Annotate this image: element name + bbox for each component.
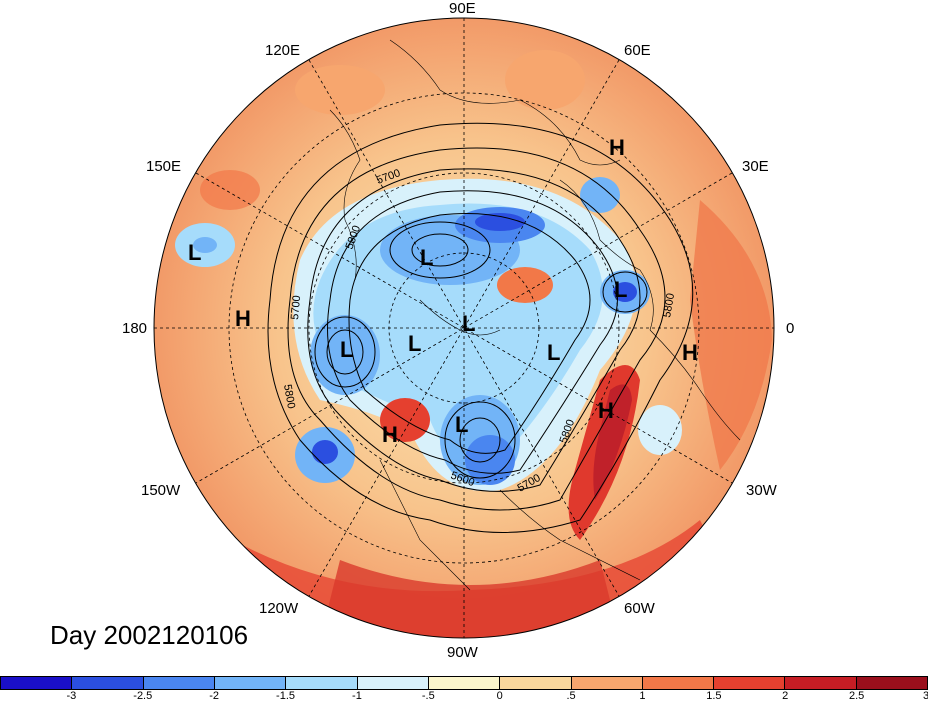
low-pressure-marker: L <box>462 311 475 336</box>
high-pressure-marker: H <box>609 135 625 160</box>
low-pressure-marker: L <box>408 331 421 356</box>
lon-label-120w: 120W <box>259 600 299 617</box>
contour-label: 5800 <box>661 292 677 318</box>
lon-label-60w: 60W <box>624 600 655 617</box>
map-boundary <box>153 17 775 639</box>
colorbar-tick-label: -1.5 <box>276 690 296 702</box>
high-pressure-marker: H <box>682 340 698 365</box>
colorbar-tick-label: -3 <box>66 690 77 702</box>
colorbar-tick-label: 2 <box>782 690 789 702</box>
lon-label-0: 0 <box>786 320 795 337</box>
colorbar-tick-label: 3 <box>922 690 928 702</box>
colorbar-cell <box>1 677 73 689</box>
colorbar-tick-label: 2.5 <box>848 690 865 702</box>
colorbar-tick-label: -2.5 <box>133 690 153 702</box>
colorbar-tick-label: -.5 <box>421 690 435 702</box>
lon-label-30w: 30W <box>746 482 777 499</box>
colorbar-cell <box>500 677 572 689</box>
colorbar-cell <box>143 677 215 689</box>
colorbar-cell <box>72 677 144 689</box>
low-pressure-marker: L <box>547 340 560 365</box>
height-contours <box>267 122 694 533</box>
colorbar-cell <box>785 677 857 689</box>
lon-label-30e: 30E <box>742 158 769 175</box>
lon-label-180: 180 <box>122 320 148 337</box>
high-pressure-marker: H <box>235 306 251 331</box>
lon-label-60e: 60E <box>624 42 651 59</box>
colorbar-cell <box>714 677 786 689</box>
contour-label: 5800 <box>281 383 297 409</box>
colorbar <box>0 676 928 690</box>
anomaly-field <box>154 18 774 638</box>
colorbar-cell <box>642 677 715 689</box>
lon-label-120e: 120E <box>265 42 301 59</box>
day-label: Day 2002120106 <box>50 620 249 650</box>
polar-map: 5700 5800 5700 5800 5800 5700 5600 5800 … <box>153 17 775 639</box>
colorbar-tick-label: 1.5 <box>706 690 722 702</box>
coastlines <box>329 39 741 591</box>
colorbar-cell <box>286 677 358 689</box>
pressure-centers: H L H L L L L L L H H H L <box>188 135 698 447</box>
colorbar-cell <box>428 677 501 689</box>
lon-label-150w: 150W <box>141 482 181 499</box>
low-pressure-marker: L <box>340 337 353 362</box>
lon-label-150e: 150E <box>146 158 182 175</box>
colorbar-cell <box>571 677 643 689</box>
colorbar-tick-label: 0 <box>496 690 503 702</box>
colorbar-cell <box>856 677 928 689</box>
lon-label-90w: 90W <box>447 644 478 661</box>
high-pressure-marker: H <box>598 398 614 423</box>
low-pressure-marker: L <box>614 277 627 302</box>
colorbar-tick-label: .5 <box>566 690 576 702</box>
low-pressure-marker: L <box>455 412 468 437</box>
colorbar-cell <box>214 677 287 689</box>
colorbar-tick-label: 1 <box>639 690 646 702</box>
contour-label: 5700 <box>289 295 303 320</box>
low-pressure-marker: L <box>420 245 433 270</box>
low-pressure-marker: L <box>188 240 201 265</box>
colorbar-tick-label: -2 <box>209 690 220 702</box>
lon-label-90e: 90E <box>449 0 476 17</box>
colorbar-tick-label: -1 <box>352 690 362 702</box>
colorbar-cell <box>357 677 429 689</box>
high-pressure-marker: H <box>382 422 398 447</box>
